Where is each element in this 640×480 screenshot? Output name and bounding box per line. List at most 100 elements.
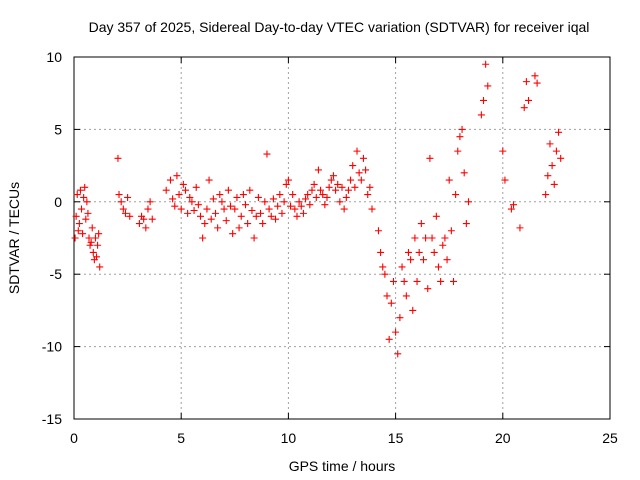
data-point xyxy=(248,206,256,214)
data-point xyxy=(374,227,382,235)
data-point xyxy=(364,191,372,199)
data-point xyxy=(385,335,393,343)
data-point xyxy=(119,205,127,213)
data-point xyxy=(480,96,488,104)
data-point xyxy=(190,206,198,214)
data-point xyxy=(299,209,307,217)
x-tick-label: 25 xyxy=(602,430,618,446)
data-point xyxy=(319,191,327,199)
data-point xyxy=(96,263,104,271)
data-point xyxy=(353,147,361,155)
data-point xyxy=(332,186,340,194)
data-point xyxy=(216,191,224,199)
data-point xyxy=(169,195,177,203)
data-point xyxy=(199,234,207,242)
data-point xyxy=(359,154,367,162)
data-point xyxy=(207,215,215,223)
data-point xyxy=(124,193,132,201)
data-point xyxy=(344,186,352,194)
data-point xyxy=(477,111,485,119)
data-point xyxy=(291,205,299,213)
data-point xyxy=(242,201,250,209)
x-tick-label: 0 xyxy=(70,430,78,446)
data-point xyxy=(186,193,194,201)
data-point xyxy=(201,220,209,228)
data-point xyxy=(250,234,258,242)
data-point xyxy=(297,202,305,210)
data-point xyxy=(146,198,154,206)
data-point xyxy=(278,209,286,217)
data-point xyxy=(142,224,150,232)
data-point xyxy=(222,217,230,225)
data-point xyxy=(76,186,84,194)
data-point xyxy=(184,209,192,217)
data-point xyxy=(117,198,125,206)
data-point xyxy=(231,205,239,213)
data-point xyxy=(550,180,558,188)
data-point xyxy=(342,193,350,201)
data-point xyxy=(302,195,310,203)
data-point xyxy=(424,285,432,293)
data-point xyxy=(437,277,445,285)
data-point xyxy=(280,198,288,206)
data-point xyxy=(392,328,400,336)
data-point xyxy=(400,277,408,285)
x-tick-label: 20 xyxy=(495,430,511,446)
data-point xyxy=(257,209,265,217)
data-point xyxy=(355,169,363,177)
data-point xyxy=(482,60,490,68)
data-point xyxy=(507,205,515,213)
data-point xyxy=(246,186,254,194)
data-point xyxy=(454,147,462,155)
data-point xyxy=(321,201,329,209)
data-point xyxy=(78,205,86,213)
data-point xyxy=(81,183,89,191)
data-point xyxy=(304,191,312,199)
data-point xyxy=(432,212,440,220)
data-point xyxy=(205,176,213,184)
data-point xyxy=(383,292,391,300)
data-point xyxy=(368,205,376,213)
x-tick-labels: 0 5 10 15 20 25 xyxy=(70,430,618,446)
data-point xyxy=(533,79,541,87)
data-point xyxy=(452,191,460,199)
data-point xyxy=(220,205,228,213)
data-point xyxy=(166,176,174,184)
data-point xyxy=(87,238,95,246)
data-point xyxy=(312,193,320,201)
data-point xyxy=(95,230,103,238)
data-point xyxy=(329,172,337,180)
data-point xyxy=(419,256,427,264)
data-point xyxy=(72,212,80,220)
data-point xyxy=(525,96,533,104)
data-point xyxy=(175,191,183,199)
x-tick-label: 5 xyxy=(177,430,185,446)
data-point xyxy=(460,169,468,177)
y-tick-label: -5 xyxy=(50,266,63,282)
data-point xyxy=(317,186,325,194)
data-point xyxy=(430,248,438,256)
data-point xyxy=(235,224,243,232)
data-point xyxy=(552,147,560,155)
data-point xyxy=(546,140,554,148)
data-point xyxy=(409,306,417,314)
y-tick-label: 10 xyxy=(46,49,62,65)
data-point xyxy=(396,314,404,322)
data-point xyxy=(83,198,91,206)
data-point xyxy=(445,176,453,184)
y-tick-label: -10 xyxy=(42,339,62,355)
data-point xyxy=(520,104,528,112)
data-point xyxy=(398,263,406,271)
plot-frame xyxy=(73,56,611,420)
data-point xyxy=(144,205,152,213)
data-point xyxy=(171,202,179,210)
data-point xyxy=(387,299,395,307)
data-point xyxy=(531,72,539,80)
data-point xyxy=(548,162,556,170)
data-point xyxy=(381,270,389,278)
data-point xyxy=(84,209,92,217)
data-point xyxy=(85,234,93,242)
data-point xyxy=(413,277,421,285)
data-point xyxy=(71,234,79,242)
